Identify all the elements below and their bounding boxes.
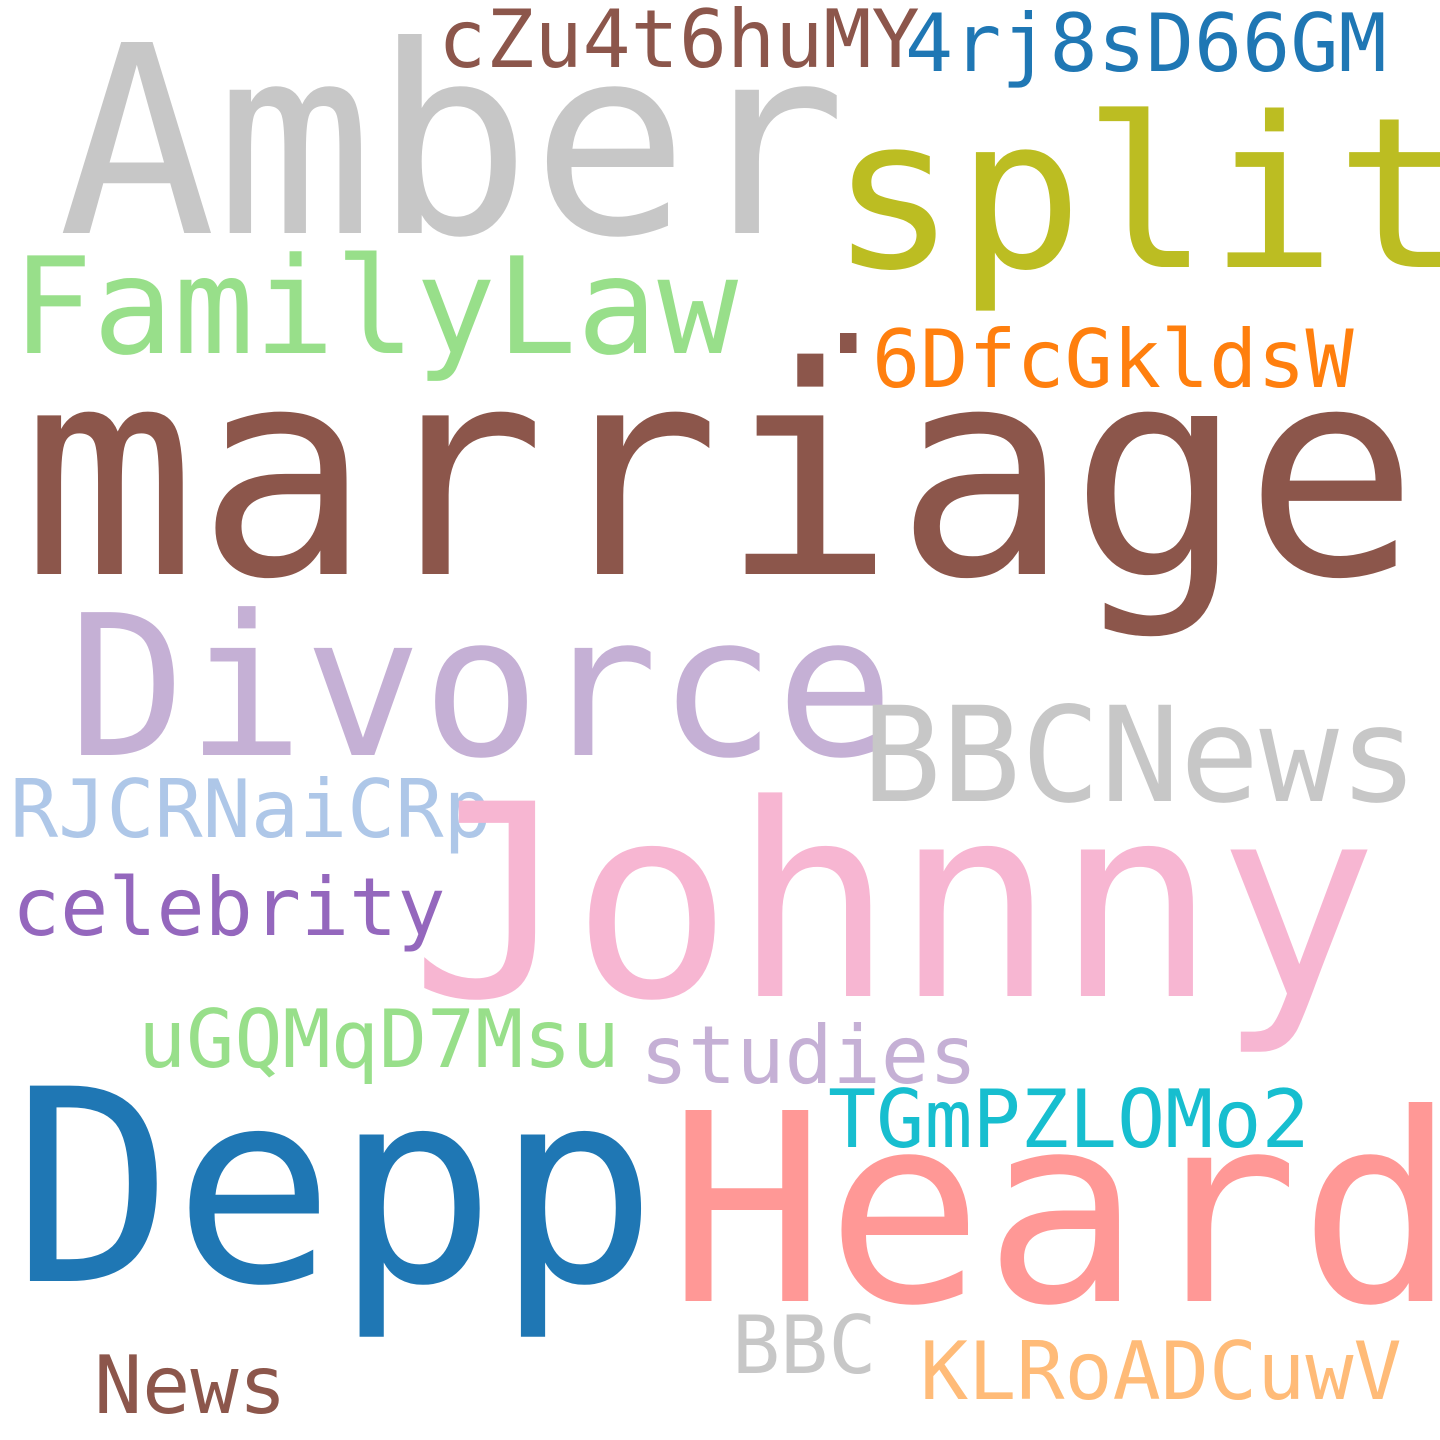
word-news: News [94, 1339, 287, 1432]
word-6dfcgkldsw: 6DfcGkldsW [872, 313, 1354, 406]
word-split: split [830, 72, 1440, 317]
word-ugqmqd7msu: uGQMqD7Msu [138, 993, 620, 1086]
word-tgmpzlomo2: TGmPZLOMo2 [828, 1073, 1310, 1166]
word-johnny: Johnny [410, 748, 1379, 1060]
word-divorce: Divorce [68, 574, 895, 802]
word-celebrity: celebrity [12, 861, 446, 954]
word-dot: . [808, 229, 889, 385]
word-bbc: BBC [732, 1299, 877, 1392]
word-czu4t6humy: cZu4t6huMY [438, 0, 920, 86]
word-heard: Heard [668, 1058, 1440, 1363]
word-studies: studies [640, 1009, 978, 1102]
word-bbcnews: BBCNews [862, 679, 1419, 833]
word-depp: Depp [12, 1033, 658, 1345]
word-4rj8sd66gm: 4rj8sD66GM [905, 0, 1387, 90]
word-amber: Amber [58, 0, 847, 295]
word-klroadcuwv: KLRoADCuwV [920, 1325, 1402, 1418]
word-rjcrnaicrp: RJCRNaiCRp [10, 763, 492, 856]
word-familylaw: FamilyLaw [12, 229, 739, 385]
word-marriage: marriage [22, 306, 1419, 643]
